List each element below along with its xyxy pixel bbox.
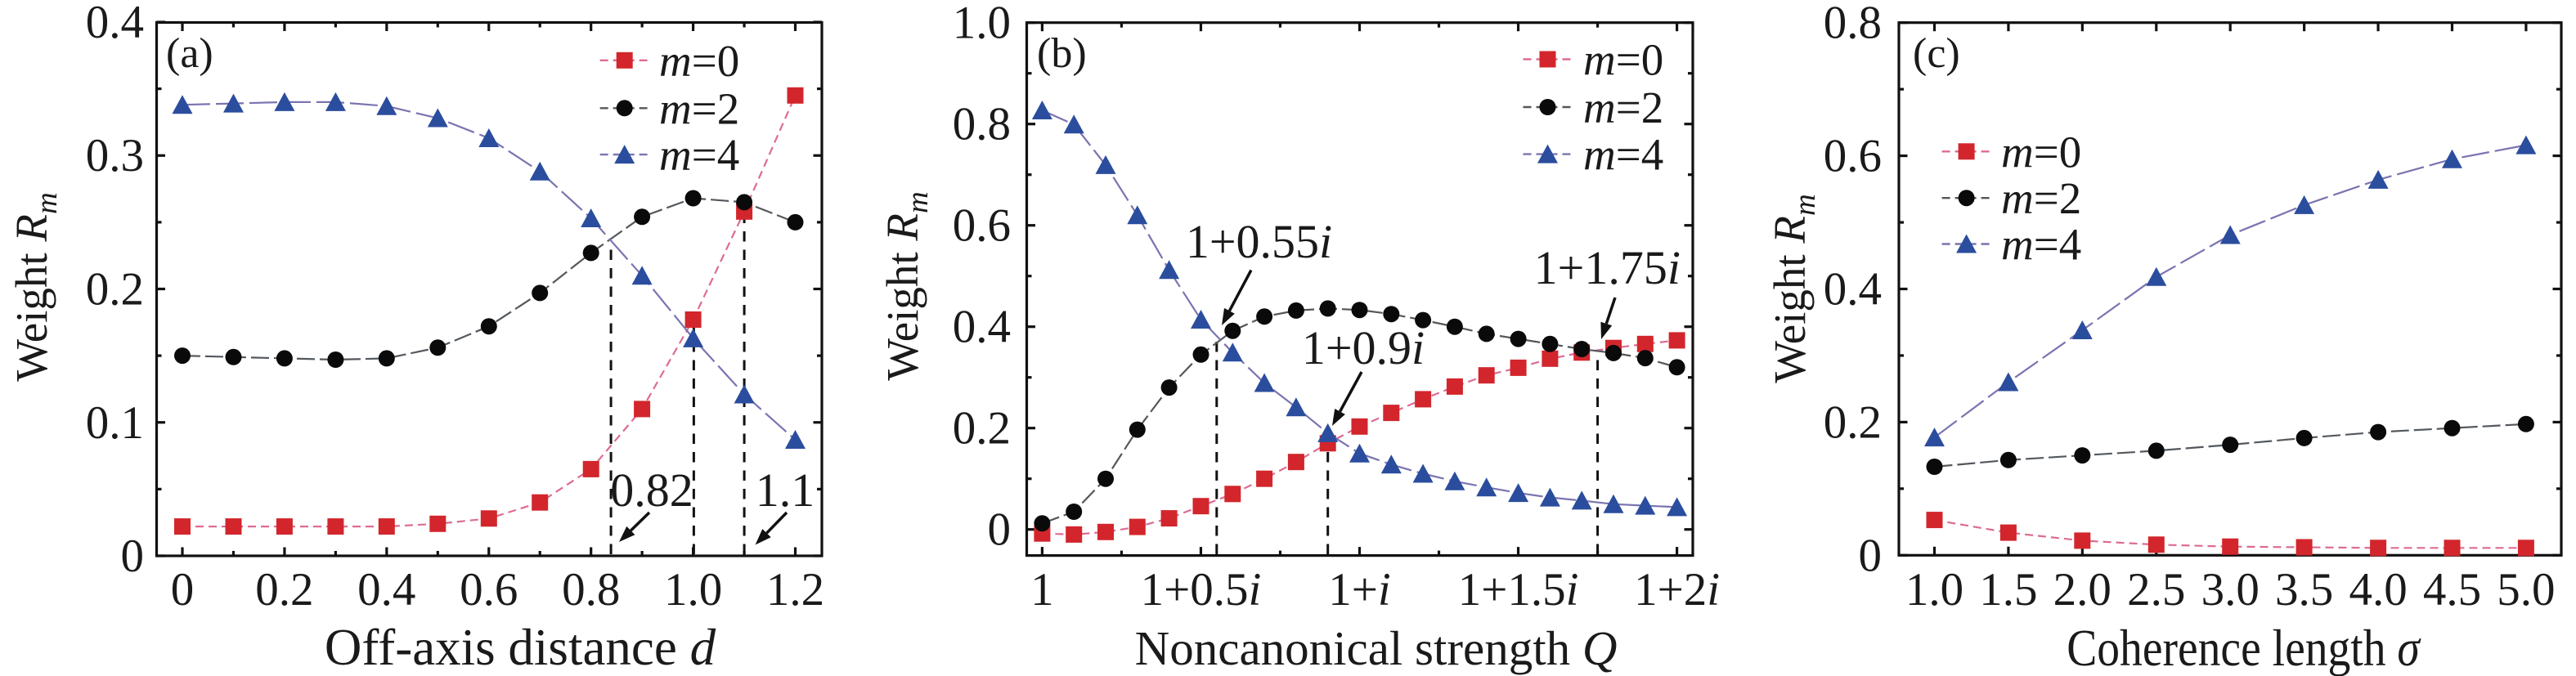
svg-text:(a): (a)	[166, 30, 213, 77]
svg-text:1+0.55i: 1+0.55i	[1186, 215, 1332, 268]
svg-text:1.5: 1.5	[1979, 564, 2037, 616]
svg-text:m=0: m=0	[1583, 35, 1663, 85]
svg-text:1+1.5i: 1+1.5i	[1458, 564, 1579, 616]
svg-text:m=4: m=4	[659, 130, 739, 180]
svg-text:1+0.5i: 1+0.5i	[1141, 564, 1262, 616]
svg-text:0.4: 0.4	[86, 0, 144, 48]
svg-text:0.4: 0.4	[953, 302, 1011, 353]
svg-text:m=2: m=2	[2001, 173, 2081, 223]
svg-text:Coherence length σ: Coherence length σ	[2067, 620, 2421, 676]
svg-text:0.2: 0.2	[953, 403, 1011, 454]
svg-text:(c): (c)	[1913, 30, 1960, 77]
svg-text:Noncanonical strength Q: Noncanonical strength Q	[1135, 621, 1618, 675]
svg-text:0.8: 0.8	[953, 99, 1011, 150]
svg-text:Off-axis distance d: Off-axis distance d	[325, 619, 716, 676]
svg-text:m=2: m=2	[659, 83, 739, 133]
svg-text:0: 0	[988, 504, 1012, 556]
svg-text:0.82: 0.82	[610, 463, 693, 517]
svg-text:0.1: 0.1	[86, 397, 144, 449]
svg-text:Weight Rm: Weight Rm	[7, 192, 64, 382]
svg-text:0.6: 0.6	[1824, 131, 1882, 182]
svg-text:1+i: 1+i	[1328, 564, 1391, 616]
svg-text:m=0: m=0	[2001, 127, 2081, 177]
svg-text:0.8: 0.8	[1824, 0, 1882, 49]
svg-text:2.5: 2.5	[2127, 564, 2185, 616]
svg-text:3.0: 3.0	[2201, 564, 2260, 616]
svg-text:Weight Rm: Weight Rm	[877, 191, 935, 381]
svg-text:(b): (b)	[1037, 30, 1087, 77]
svg-text:m=4: m=4	[2001, 220, 2081, 270]
svg-text:1.2: 1.2	[766, 564, 824, 616]
svg-text:m=2: m=2	[1583, 83, 1663, 132]
svg-text:Weight Rm: Weight Rm	[1765, 194, 1822, 383]
svg-text:3.5: 3.5	[2275, 564, 2333, 616]
svg-text:0.3: 0.3	[86, 130, 144, 181]
svg-text:0.2: 0.2	[86, 264, 144, 316]
svg-text:1+2i: 1+2i	[1634, 564, 1720, 616]
svg-text:0.4: 0.4	[1824, 264, 1882, 316]
svg-text:1.0: 1.0	[664, 564, 722, 616]
svg-text:0.8: 0.8	[562, 564, 620, 616]
svg-text:5.0: 5.0	[2497, 564, 2555, 616]
svg-text:m=4: m=4	[1583, 130, 1663, 180]
svg-text:1+0.9i: 1+0.9i	[1302, 321, 1425, 374]
svg-text:1: 1	[1030, 564, 1054, 616]
svg-text:1.0: 1.0	[1905, 564, 1963, 616]
svg-text:0.4: 0.4	[357, 564, 415, 616]
svg-text:0: 0	[121, 531, 145, 582]
svg-text:4.0: 4.0	[2349, 564, 2407, 616]
svg-text:4.5: 4.5	[2423, 564, 2481, 616]
svg-text:1.1: 1.1	[756, 463, 815, 517]
svg-text:0: 0	[1859, 530, 1883, 581]
svg-text:0: 0	[171, 564, 195, 616]
svg-text:1+1.75i: 1+1.75i	[1534, 241, 1681, 294]
svg-text:0.2: 0.2	[1824, 396, 1882, 448]
svg-text:1.0: 1.0	[953, 0, 1011, 49]
svg-text:0.6: 0.6	[460, 564, 518, 616]
svg-text:2.0: 2.0	[2053, 564, 2112, 616]
svg-text:m=0: m=0	[659, 36, 739, 86]
svg-text:0.6: 0.6	[953, 200, 1011, 252]
svg-text:0.2: 0.2	[255, 564, 313, 616]
